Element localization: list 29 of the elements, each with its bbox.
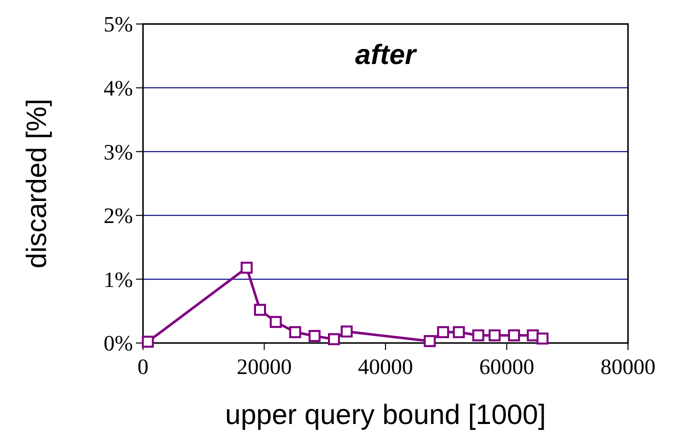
point	[424, 335, 436, 348]
y-tick-label: 4%	[104, 76, 133, 100]
x-tick-label: 40000	[358, 354, 413, 379]
point	[472, 329, 484, 342]
y-tick-label: 3%	[104, 139, 133, 164]
y-tick-label: 0%	[104, 330, 133, 356]
point	[508, 329, 520, 342]
point	[452, 326, 465, 338]
point	[488, 329, 501, 342]
point	[328, 333, 340, 346]
y-tick-label: 2%	[104, 203, 133, 228]
point	[254, 304, 266, 316]
point	[308, 330, 321, 342]
point	[536, 332, 549, 345]
point	[437, 326, 450, 338]
point	[240, 262, 253, 274]
point	[270, 316, 282, 328]
y-tick-label: 5%	[104, 12, 133, 37]
x-tick-label: 20000	[236, 354, 292, 379]
y-tick-label: 1%	[104, 266, 133, 292]
x-tick-label: 80000	[600, 354, 656, 379]
point	[289, 326, 302, 338]
text: after	[355, 39, 418, 70]
point	[142, 336, 154, 348]
x-tick-label: 0	[138, 354, 148, 379]
x-axis-title: upper query bound [1000]	[225, 399, 546, 430]
x-tick-label: 60000	[479, 354, 534, 379]
point	[340, 326, 353, 338]
y-axis-title: discarded [%]	[21, 98, 52, 268]
